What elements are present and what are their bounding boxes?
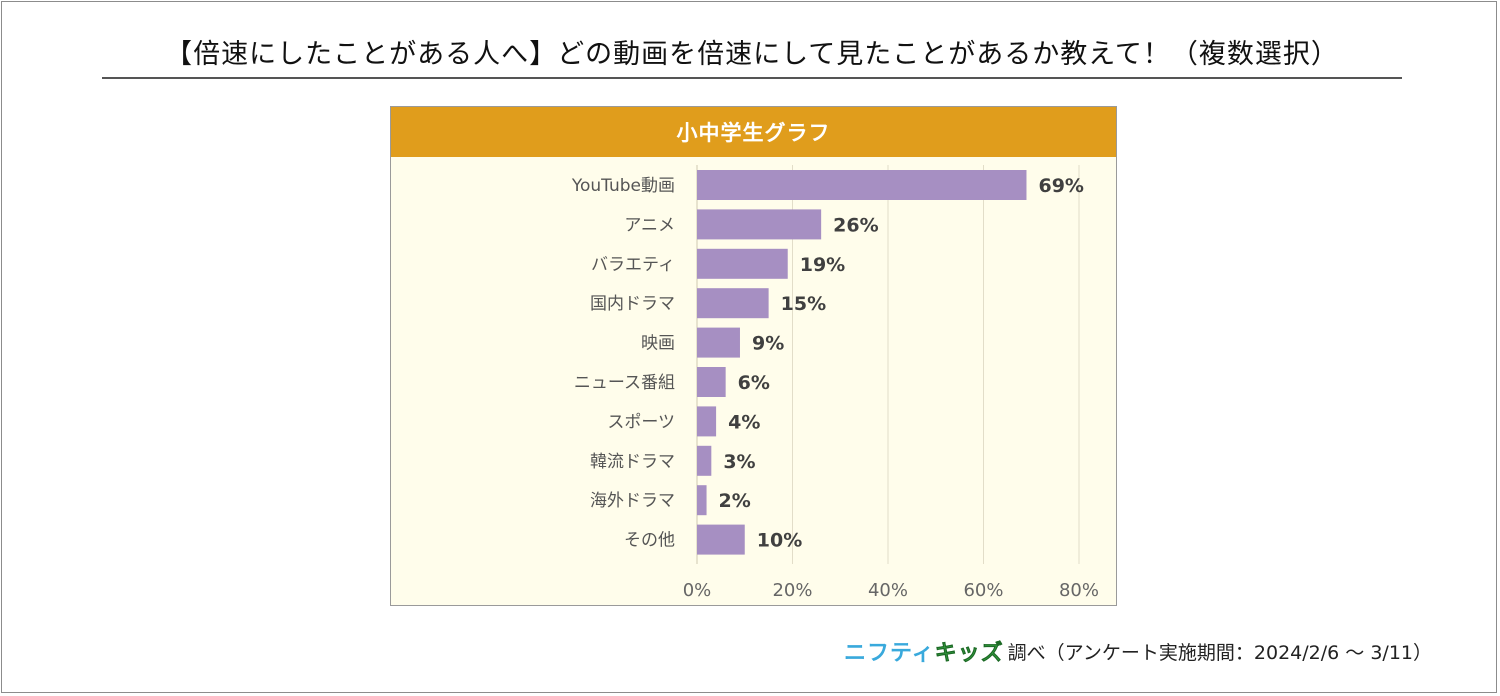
category-label: 国内ドラマ [590,294,675,314]
bar [697,524,745,555]
brand-logo: ニフティキッズ [844,635,1004,667]
survey-note: 調べ（アンケート実施期間：2024/2/6 ～ 3/11） [1007,641,1432,664]
data-label: 4% [728,411,760,433]
category-label: その他 [624,531,675,551]
category-label: ニュース番組 [574,373,675,393]
x-tick-label: 0% [683,580,712,601]
brand-logo-part2: キッズ [934,641,1004,667]
category-label: 映画 [641,334,675,354]
bar [697,485,707,516]
bar [697,209,822,240]
bar-chart: YouTube動画 69% アニメ 26% バラエティ 19% 国内ドラマ 15% 映画 9% ニュ… [571,165,1099,601]
x-tick-label: 20% [772,580,812,601]
bar [697,170,1027,200]
page-title: 【倍速にしたことがある人へ】どの動画を倍速にして見たことがあるか教えて！（複数選… [165,39,1339,70]
data-label: 19% [800,254,845,276]
x-tick-label: 60% [963,580,1003,601]
bar [697,445,712,476]
data-label: 6% [738,372,770,394]
chart-card: YouTube動画 69% アニメ 26% バラエティ 19% 国内ドラマ 15% 映画 9% ニュ… [390,106,1117,606]
bar [697,248,788,279]
category-label: YouTube動画 [571,176,675,196]
x-tick-label: 40% [868,580,908,601]
brand-logo-part1: ニフティ [843,641,935,666]
category-label: 海外ドラマ [590,491,675,511]
category-label: アニメ [624,215,675,235]
title-divider [102,77,1402,79]
category-label: バラエティ [591,255,675,275]
data-label: 26% [833,214,878,236]
bar [697,367,726,397]
bar [697,288,769,319]
data-label: 9% [752,333,784,355]
data-label: 3% [723,451,755,473]
bar [697,327,740,358]
bar [697,406,717,437]
x-tick-label: 80% [1059,580,1099,601]
chart-title: 小中学生グラフ [391,107,1116,157]
data-label: 2% [719,490,751,512]
category-label: 韓流ドラマ [590,452,675,472]
footer-credit: ニフティキッズ 調べ（アンケート実施期間：2024/2/6 ～ 3/11） [844,635,1432,667]
data-label: 69% [1038,175,1083,197]
data-label: 10% [757,530,802,552]
category-label: スポーツ [607,412,675,432]
data-label: 15% [781,293,826,315]
